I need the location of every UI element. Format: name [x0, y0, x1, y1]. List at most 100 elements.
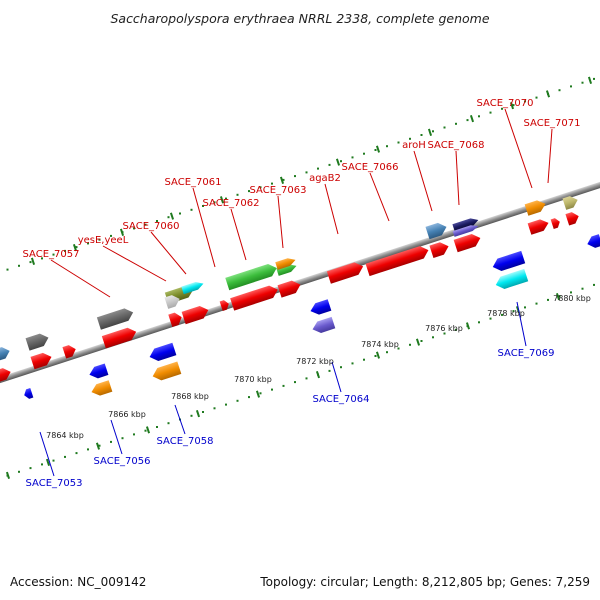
gene-khaki-block	[562, 196, 578, 210]
track-dot	[259, 186, 262, 189]
gene-label-forward: SACE_7068	[428, 140, 485, 151]
gene-shape	[91, 380, 113, 396]
gene-steel-block	[425, 222, 447, 240]
leader-line-reverse	[516, 301, 527, 347]
gene-shape	[550, 218, 560, 229]
track-dot	[179, 212, 181, 215]
gene-red-arrow	[527, 219, 549, 235]
track-dot	[144, 429, 147, 432]
gene-slate-thin-block	[452, 225, 479, 237]
gene-shape	[219, 300, 229, 311]
gene-red-arrow	[30, 352, 52, 370]
gene-grey-block	[96, 308, 134, 330]
reverse-tick	[195, 409, 201, 418]
track-dot	[328, 369, 331, 372]
gene-grey-left-block	[25, 333, 49, 351]
tick-mark	[255, 390, 261, 398]
tick-mark	[555, 292, 561, 301]
track-dot	[386, 145, 388, 148]
tick-mark	[72, 243, 78, 252]
gene-green-block	[225, 263, 277, 291]
forward-tick	[509, 101, 515, 110]
gene-shape	[164, 295, 180, 309]
track-dot	[294, 381, 296, 384]
tick-mark	[509, 101, 515, 110]
gene-red-arrow	[565, 212, 579, 226]
track-dot	[190, 414, 193, 417]
leader-line-reverse	[110, 419, 123, 455]
leader-line	[230, 208, 247, 261]
track-dot	[133, 227, 135, 230]
gene-light-grey-block	[164, 295, 180, 309]
gene-label-reverse: SACE_7053	[26, 478, 83, 489]
forward-tick	[30, 257, 36, 265]
track-dot	[443, 126, 446, 129]
tick-mark	[545, 90, 551, 98]
track-dot	[489, 317, 492, 320]
track-dot	[386, 351, 388, 354]
track-dot	[593, 77, 595, 80]
gene-shape	[168, 312, 182, 328]
track-dot	[478, 115, 480, 118]
track-dot	[466, 119, 469, 122]
track-dot	[397, 347, 400, 350]
track-dot	[98, 444, 101, 447]
track-dot	[535, 302, 538, 305]
tick-mark	[375, 145, 381, 153]
track-dot	[294, 175, 296, 178]
gene-blue-arrow	[24, 388, 34, 399]
leader-line	[455, 150, 460, 206]
reverse-tick	[95, 442, 101, 450]
track-dot	[432, 336, 434, 339]
leader-line-reverse	[39, 431, 55, 477]
track-dot	[489, 111, 492, 114]
track-dot	[409, 137, 411, 140]
kbp-tick-label: 7868 kbp	[171, 392, 209, 401]
track-dot	[271, 182, 273, 185]
track-dot	[558, 89, 561, 92]
gene-label-forward: SACE_7063	[250, 185, 307, 196]
track-dot	[524, 306, 526, 309]
track-dot	[363, 152, 365, 155]
gene-red-arrow	[429, 242, 449, 258]
forward-tick	[119, 228, 125, 236]
forward-tick	[219, 196, 225, 204]
leader-line-reverse	[331, 361, 342, 393]
track-dot	[512, 310, 515, 313]
track-dot	[478, 321, 480, 324]
tick-mark	[375, 351, 381, 359]
gene-red-arrow	[101, 327, 137, 349]
track-dot	[156, 426, 158, 428]
track-dot	[340, 160, 342, 163]
gene-shape	[89, 363, 109, 379]
gene-shape	[326, 262, 364, 284]
gene-steel-left-block	[0, 347, 10, 361]
gene-shape	[312, 316, 336, 333]
gene-label-forward: SACE_7062	[203, 198, 260, 209]
gene-shape	[453, 233, 481, 253]
reverse-tick	[375, 351, 381, 359]
gene-blue-arrow	[492, 250, 526, 271]
track-dot	[248, 396, 250, 399]
track-dot	[409, 343, 411, 346]
track-dot	[282, 178, 285, 181]
track-dot	[98, 238, 101, 241]
track-dot	[87, 448, 89, 451]
leader-line	[369, 172, 390, 222]
tick-mark	[315, 370, 321, 379]
track-dot	[225, 197, 227, 200]
leader-line	[504, 108, 533, 189]
track-dot	[236, 399, 239, 402]
track-dot	[340, 366, 342, 369]
tick-mark	[587, 76, 593, 84]
gene-shape	[24, 388, 34, 399]
kbp-tick-label: 7872 kbp	[296, 357, 334, 366]
reverse-tick	[315, 370, 321, 379]
tick-mark	[119, 228, 125, 236]
gene-label-forward: SACE_7060	[123, 221, 180, 232]
gene-shape	[0, 347, 10, 361]
track-dot	[190, 208, 193, 211]
track-dot	[236, 193, 239, 196]
track-dot	[202, 205, 204, 207]
gene-orange-small-block	[275, 258, 296, 270]
